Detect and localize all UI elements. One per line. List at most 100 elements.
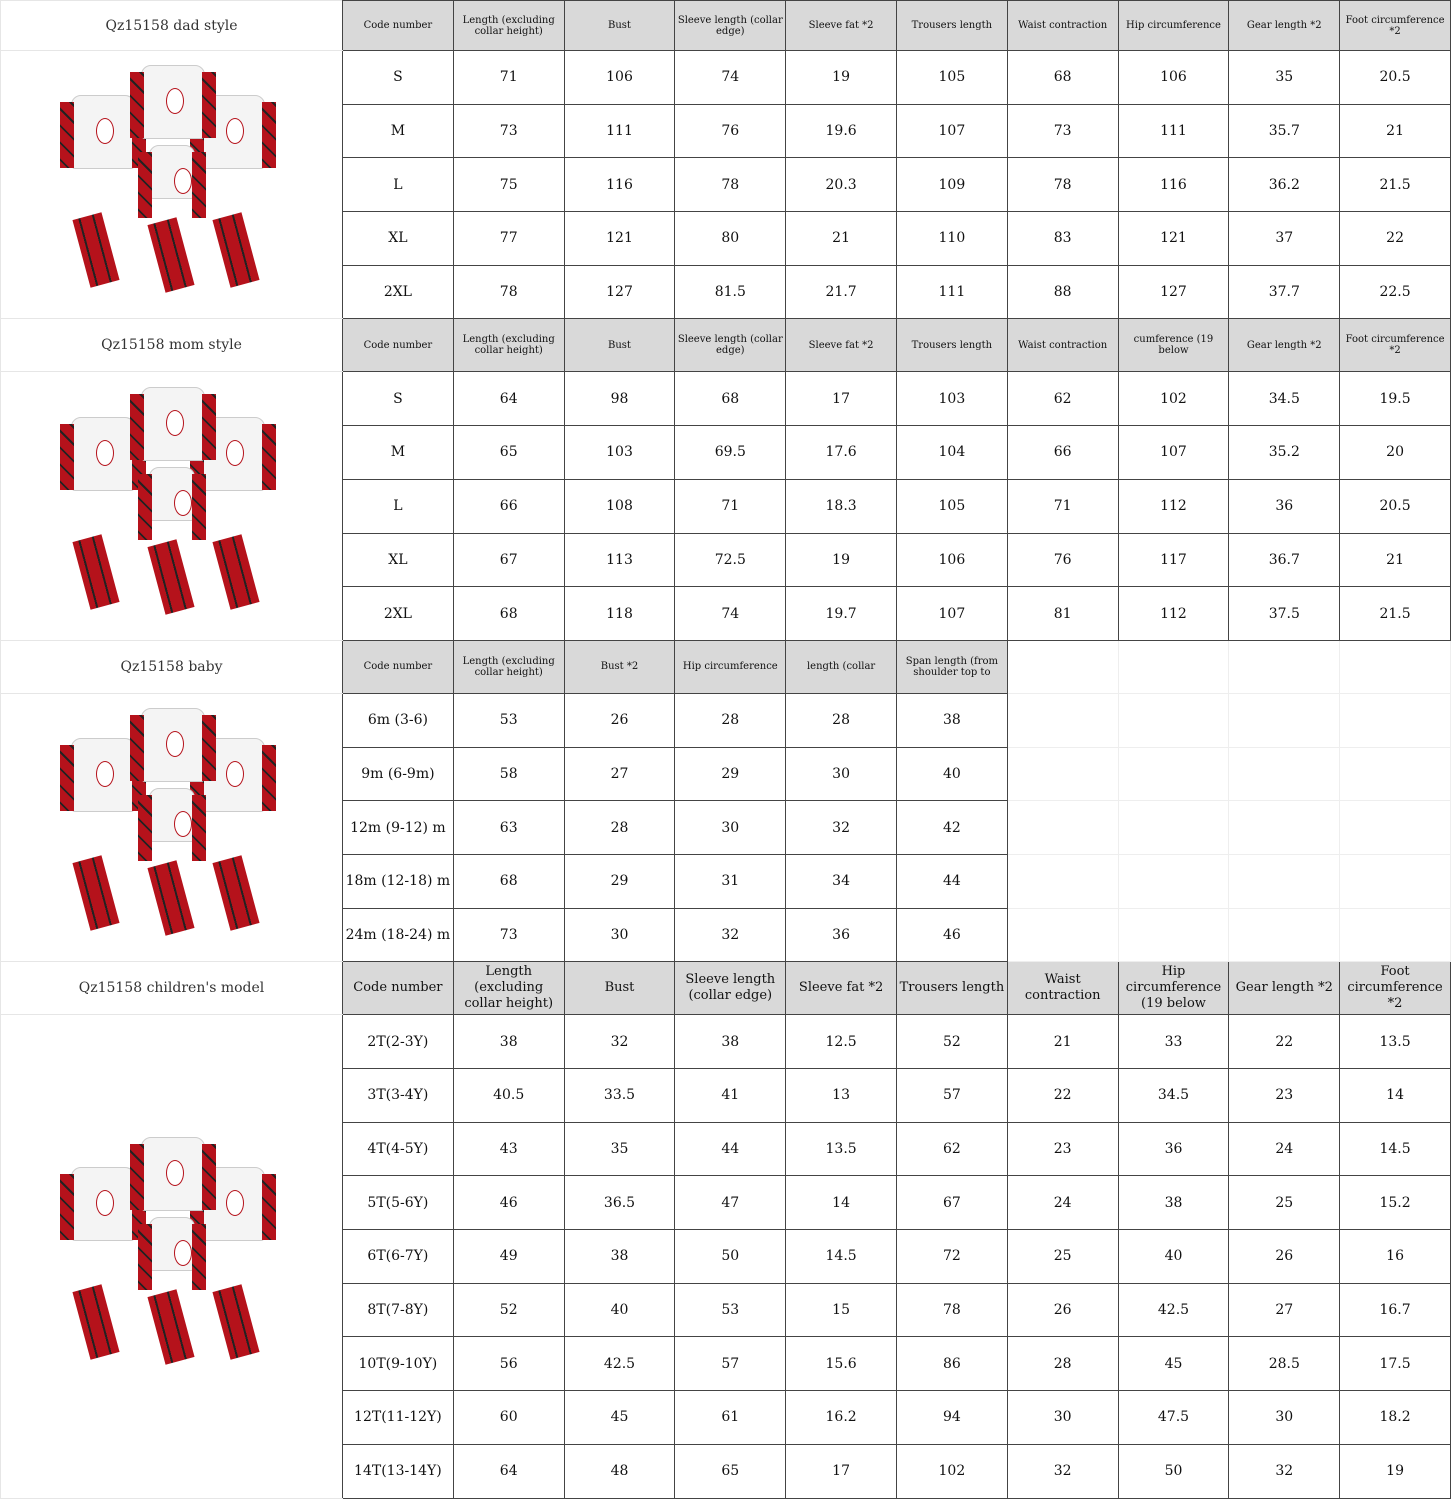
measurement-cell: 64 [452,1443,565,1499]
measurement-cell: 47.5 [1117,1390,1230,1445]
column-header: Sleeve fat *2 [785,0,897,51]
measurement-cell: 24 [1228,1121,1341,1177]
measurement-cell: 71 [1006,478,1119,534]
measurement-cell: 43 [452,1121,565,1177]
table-row: 2XL 78 127 81.5 21.7 111 88 127 37.7 22.5 [1,264,1451,320]
column-header: Foot circumference *2 [1339,0,1451,51]
pajama-top-icon [60,416,146,491]
snowman-icon [226,118,244,145]
measurement-cell: 74 [674,50,787,105]
snowman-icon [226,761,244,788]
measurement-cell: 127 [563,264,676,320]
measurement-cell: 20 [1339,425,1451,480]
section-title: Qz15158 children's model [0,961,343,1016]
measurement-cell: 21 [1006,1014,1119,1069]
snowman-icon [226,1189,244,1216]
size-code-cell: 8T(7-8Y) [342,1282,454,1338]
measurement-cell: 15.6 [785,1336,897,1392]
table-row: 6T(6-7Y) 49 38 50 14.5 72 25 40 26 16 [1,1229,1451,1284]
snowman-icon [96,761,114,788]
size-code-cell: 6T(6-7Y) [342,1229,454,1284]
measurement-cell: 109 [895,157,1008,213]
measurement-cell: 105 [895,478,1008,534]
measurement-cell: 30 [1006,1390,1119,1445]
size-code-cell: XL [342,532,454,588]
measurement-cell: 32 [1228,1443,1341,1499]
measurement-cell: 72.5 [674,532,787,588]
measurement-cell: 106 [563,50,676,105]
size-code-cell: 2T(2-3Y) [342,1014,454,1069]
section-header-row: Qz15158 baby Code number Length (excluding… [0,639,1451,694]
column-header: Waist contraction [1006,318,1119,373]
measurement-cell: 27 [1228,1282,1341,1338]
measurement-cell: 48 [563,1443,676,1499]
measurement-cell: 76 [674,103,787,159]
plaid-pants-icon [147,217,195,293]
empty-cell [1228,907,1341,963]
measurement-cell: 18.2 [1339,1390,1451,1445]
measurement-cell: 44 [674,1121,787,1177]
measurement-cell: 30 [563,907,676,963]
measurement-cell: 36 [785,907,897,963]
column-header: length (collar [785,639,897,694]
measurement-cell: 30 [785,746,897,802]
measurement-cell: 22.5 [1339,264,1451,320]
size-code-cell: 5T(5-6Y) [342,1175,454,1231]
size-code-cell: S [342,371,454,427]
measurement-cell: 13 [785,1068,897,1123]
measurement-cell: 67 [895,1175,1008,1231]
measurement-cell: 26 [1228,1229,1341,1284]
measurement-cell: 33.5 [563,1068,676,1123]
measurement-cell: 58 [452,746,565,802]
product-image-cell [0,49,343,320]
measurement-cell: 41 [674,1068,787,1123]
section-header-row: Qz15158 children's model Code number Lengt… [0,961,1451,1016]
measurement-cell: 35.7 [1228,103,1341,159]
family-pajama-image [60,708,281,948]
column-header: Trousers length [895,318,1008,373]
measurement-cell: 46 [895,907,1008,963]
pajama-top-icon [60,95,146,170]
measurement-cell: 65 [674,1443,787,1499]
empty-cell [1339,692,1451,748]
measurement-cell: 64 [452,371,565,427]
table-row: 10T(9-10Y) 56 42.5 57 15.6 86 28 45 28.5 17.5 [1,1336,1451,1392]
measurement-cell: 19.5 [1339,371,1451,427]
family-pajama-image [60,1136,281,1377]
measurement-cell: 26 [563,692,676,748]
table-row: S 64 98 68 17 103 62 102 34.5 19.5 [0,371,1451,641]
measurement-cell: 78 [452,264,565,320]
measurement-cell: 86 [895,1336,1008,1392]
column-header: Foot circumference *2 [1339,961,1451,1016]
measurement-cell: 16.2 [785,1390,897,1445]
measurement-cell: 36.2 [1228,157,1341,213]
measurement-cell: 83 [1006,211,1119,266]
measurement-cell: 111 [1117,103,1230,159]
measurement-cell: 29 [674,746,787,802]
column-header: Waist contraction [1006,961,1119,1016]
table-row: XL 67 113 72.5 19 106 76 117 36.7 21 [1,532,1451,588]
empty-cell [1006,853,1119,909]
measurement-cell: 38 [895,692,1008,748]
measurement-cell: 40 [1117,1229,1230,1284]
measurement-cell: 65 [452,425,565,480]
measurement-cell: 117 [1117,532,1230,588]
empty-cell [1339,907,1451,963]
measurement-cell: 36.5 [563,1175,676,1231]
size-code-cell: 24m (18-24) m [342,907,454,963]
measurement-cell: 38 [563,1229,676,1284]
measurement-cell: 40.5 [452,1068,565,1123]
measurement-cell: 73 [452,907,565,963]
column-header: Code number [342,961,454,1016]
measurement-cell: 37 [1228,211,1341,266]
size-code-cell: 18m (12-18) m [342,853,454,909]
plaid-pants-icon [147,1289,195,1365]
family-pajama-image [60,65,281,305]
measurement-cell: 75 [452,157,565,213]
measurement-cell: 121 [563,211,676,266]
column-header: cumference (19 below [1117,318,1230,373]
table-row: XL 77 121 80 21 110 83 121 37 22 [1,211,1451,266]
table-row: 6m (3-6) 53 26 28 28 38 [0,692,1451,963]
column-header: Length (excluding collar height) [452,318,565,373]
